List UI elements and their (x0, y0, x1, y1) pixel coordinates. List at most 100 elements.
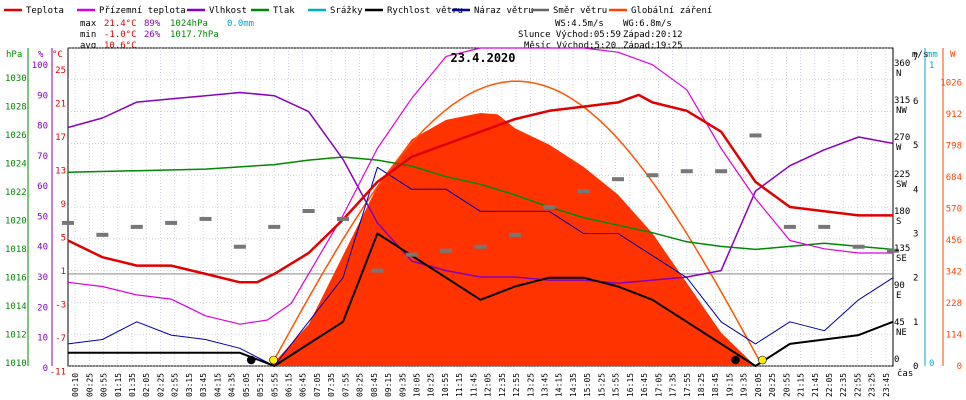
axis-tick-x: 02:55 (171, 373, 180, 397)
axis-tick-w: 912 (946, 110, 962, 120)
axis-tick-w: 114 (946, 330, 962, 340)
axis-tick-dir: 45 (894, 318, 905, 328)
axis-tick-x: 22:05 (825, 373, 834, 397)
stat-label: max (80, 19, 97, 29)
axis-tick-x: 01:15 (114, 373, 123, 397)
wind-dir-mark (62, 220, 74, 225)
pressure-line (67, 156, 894, 251)
stat-max-hum: 89% (144, 19, 161, 29)
radiation-theoretical-line (270, 80, 762, 367)
wind-dir-mark (543, 205, 556, 209)
axis-tick-hpa: 1028 (5, 103, 27, 113)
axis-tick-w: 1026 (940, 78, 962, 88)
axis-tick-x: 15:55 (612, 373, 621, 397)
stat-label: avg (80, 41, 96, 51)
axis-tick-x: 02:05 (142, 373, 151, 397)
axis-tick-hpa: 1010 (5, 359, 27, 369)
stat-max-rain: 0.0mm (227, 19, 254, 29)
axis-tick-pct: 20 (37, 303, 48, 313)
axis-tick-dir-label: W (896, 143, 902, 153)
wind-dir-mark (233, 244, 246, 249)
axis-tick-x: 07:35 (327, 373, 336, 397)
wind-dir-mark (440, 248, 453, 253)
axis-label-x: čas (897, 368, 913, 379)
axis-tick-pct: 0 (43, 364, 48, 374)
axis-tick-dir-label: S (896, 217, 901, 227)
axis-tick-x: 17:55 (683, 373, 692, 397)
axis-tick-dir-label: E (896, 291, 901, 301)
axis-tick-x: 09:15 (384, 373, 393, 397)
info-sunrise: Slunce Východ:05:59 (518, 30, 621, 40)
axis-tick-x: 08:25 (356, 373, 365, 397)
axis-tick-w: 342 (946, 267, 962, 277)
axis-tick-x: 06:15 (284, 373, 293, 397)
axis-tick-x: 13:45 (541, 373, 550, 397)
stat-min-press: 1017.7hPa (170, 30, 219, 40)
axis-tick-x: 20:55 (782, 373, 791, 397)
axis-tick-hpa: 1024 (5, 160, 27, 170)
axis-tick-x: 07:55 (341, 373, 350, 397)
axis-tick-x: 10:55 (441, 373, 450, 397)
axis-tick-x: 15:05 (583, 373, 592, 397)
axis-tick-x: 22:35 (839, 373, 848, 397)
axis-tick-hpa: 1022 (5, 188, 27, 198)
axis-unit-pct: % (38, 50, 44, 60)
axis-tick-x: 05:25 (256, 373, 265, 397)
axis-tick-w: 0 (957, 362, 962, 372)
axis-tick-pct: 50 (37, 212, 48, 222)
axis-tick-mm: 1 (929, 61, 934, 71)
wind-dir-mark (680, 169, 693, 174)
axis-tick-x: 12:05 (484, 373, 493, 397)
axis-tick-w: 570 (946, 204, 962, 214)
axis-tick-w: 798 (946, 141, 962, 151)
axis-tick-x: 12:55 (512, 373, 521, 397)
info-wg: WG:6.8m/s (623, 19, 672, 29)
axis-tick-x: 21:15 (797, 373, 806, 397)
wind-gust-line (67, 166, 894, 367)
axis-tick-dir: 360 (894, 59, 910, 69)
wind-dir-mark (749, 133, 762, 138)
axis-tick-x: 11:15 (455, 373, 464, 397)
wind-dir-mark (818, 224, 831, 229)
ground-temp-line (67, 47, 893, 325)
axis-tick-pct: 60 (37, 182, 48, 192)
info-moonset: Západ:19:25 (623, 41, 683, 51)
axis-tick-w: 684 (946, 173, 962, 183)
wind-dir-mark (474, 244, 487, 249)
axis-tick-dir: 315 (894, 96, 910, 106)
axis-tick-x: 13:25 (526, 373, 535, 397)
wind-dir-mark (783, 224, 796, 229)
axis-tick-hpa: 1018 (5, 245, 27, 255)
axis-tick-w: 456 (946, 236, 962, 246)
axis-tick-x: 15:25 (597, 373, 606, 397)
axis-tick-x: 02:25 (156, 373, 165, 397)
axis-tick-x: 00:25 (85, 373, 94, 397)
moonrise-marker (246, 355, 256, 365)
wind-dir-mark (646, 173, 659, 178)
axis-tick-x: 10:05 (412, 373, 421, 397)
axis-tick-ms: 1 (913, 318, 918, 328)
sunrise-marker (269, 355, 278, 365)
axis-tick-dir: 0 (894, 355, 899, 365)
axis-tick-x: 09:35 (398, 373, 407, 397)
legend-label: Rychlost větru (387, 6, 463, 16)
wind-speed-line (68, 232, 894, 367)
axis-tick-ms: 0 (913, 362, 918, 372)
axis-tick-x: 17:05 (654, 373, 663, 397)
axis-tick-dir: 90 (894, 281, 905, 291)
wind-dir-mark (165, 220, 178, 225)
sunset-marker (758, 355, 767, 365)
axis-tick-ms: 3 (913, 230, 918, 240)
axis-tick-ms: 6 (913, 97, 918, 107)
axis-tick-degc: -7 (55, 334, 66, 344)
axis-tick-dir-label: SE (896, 254, 907, 264)
axis-tick-x: 04:35 (228, 373, 237, 397)
axis-tick-mm: 0 (929, 359, 934, 369)
legend-label: Směr větru (553, 6, 607, 16)
wind-dir-mark (371, 268, 384, 273)
axis-unit-mm: mm (927, 50, 938, 60)
chart-axes: hPa% °C1030102810261024102210201018101610… (5, 48, 962, 397)
axis-tick-x: 23:25 (868, 373, 877, 397)
axis-tick-x: 16:15 (626, 373, 635, 397)
axis-tick-pct: 70 (37, 152, 48, 162)
